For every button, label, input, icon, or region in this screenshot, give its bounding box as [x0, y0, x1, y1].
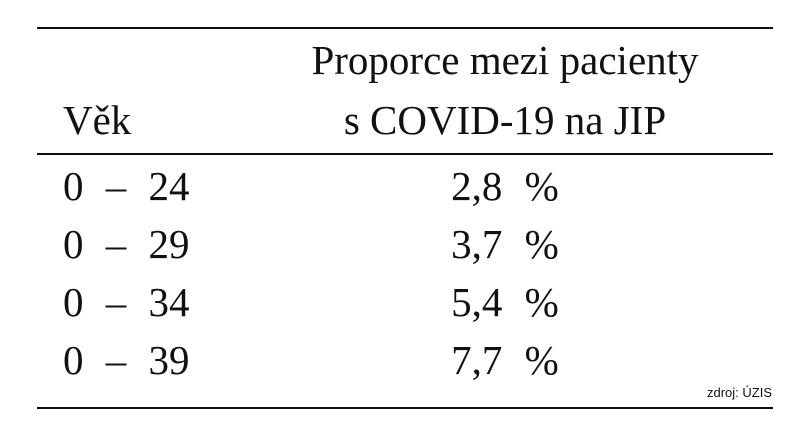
- proportion-cell: 3,7 %: [451, 221, 559, 267]
- source-note: zdroj: ÚZIS: [707, 385, 772, 400]
- proportion-cell: 7,7 %: [451, 337, 559, 383]
- header-proportion: Proporce mezi pacienty: [311, 37, 699, 83]
- age-cell: 0 – 29: [63, 221, 190, 267]
- proportion-cell: 2,8 %: [451, 163, 559, 209]
- header-proportion: s COVID-19 na JIP: [344, 97, 666, 143]
- age-cell: 0 – 24: [63, 163, 190, 209]
- age-cell: 0 – 39: [63, 337, 190, 383]
- age-cell: 0 – 34: [63, 279, 190, 325]
- header-age: Věk: [63, 97, 132, 143]
- proportion-cell: 5,4 %: [451, 279, 559, 325]
